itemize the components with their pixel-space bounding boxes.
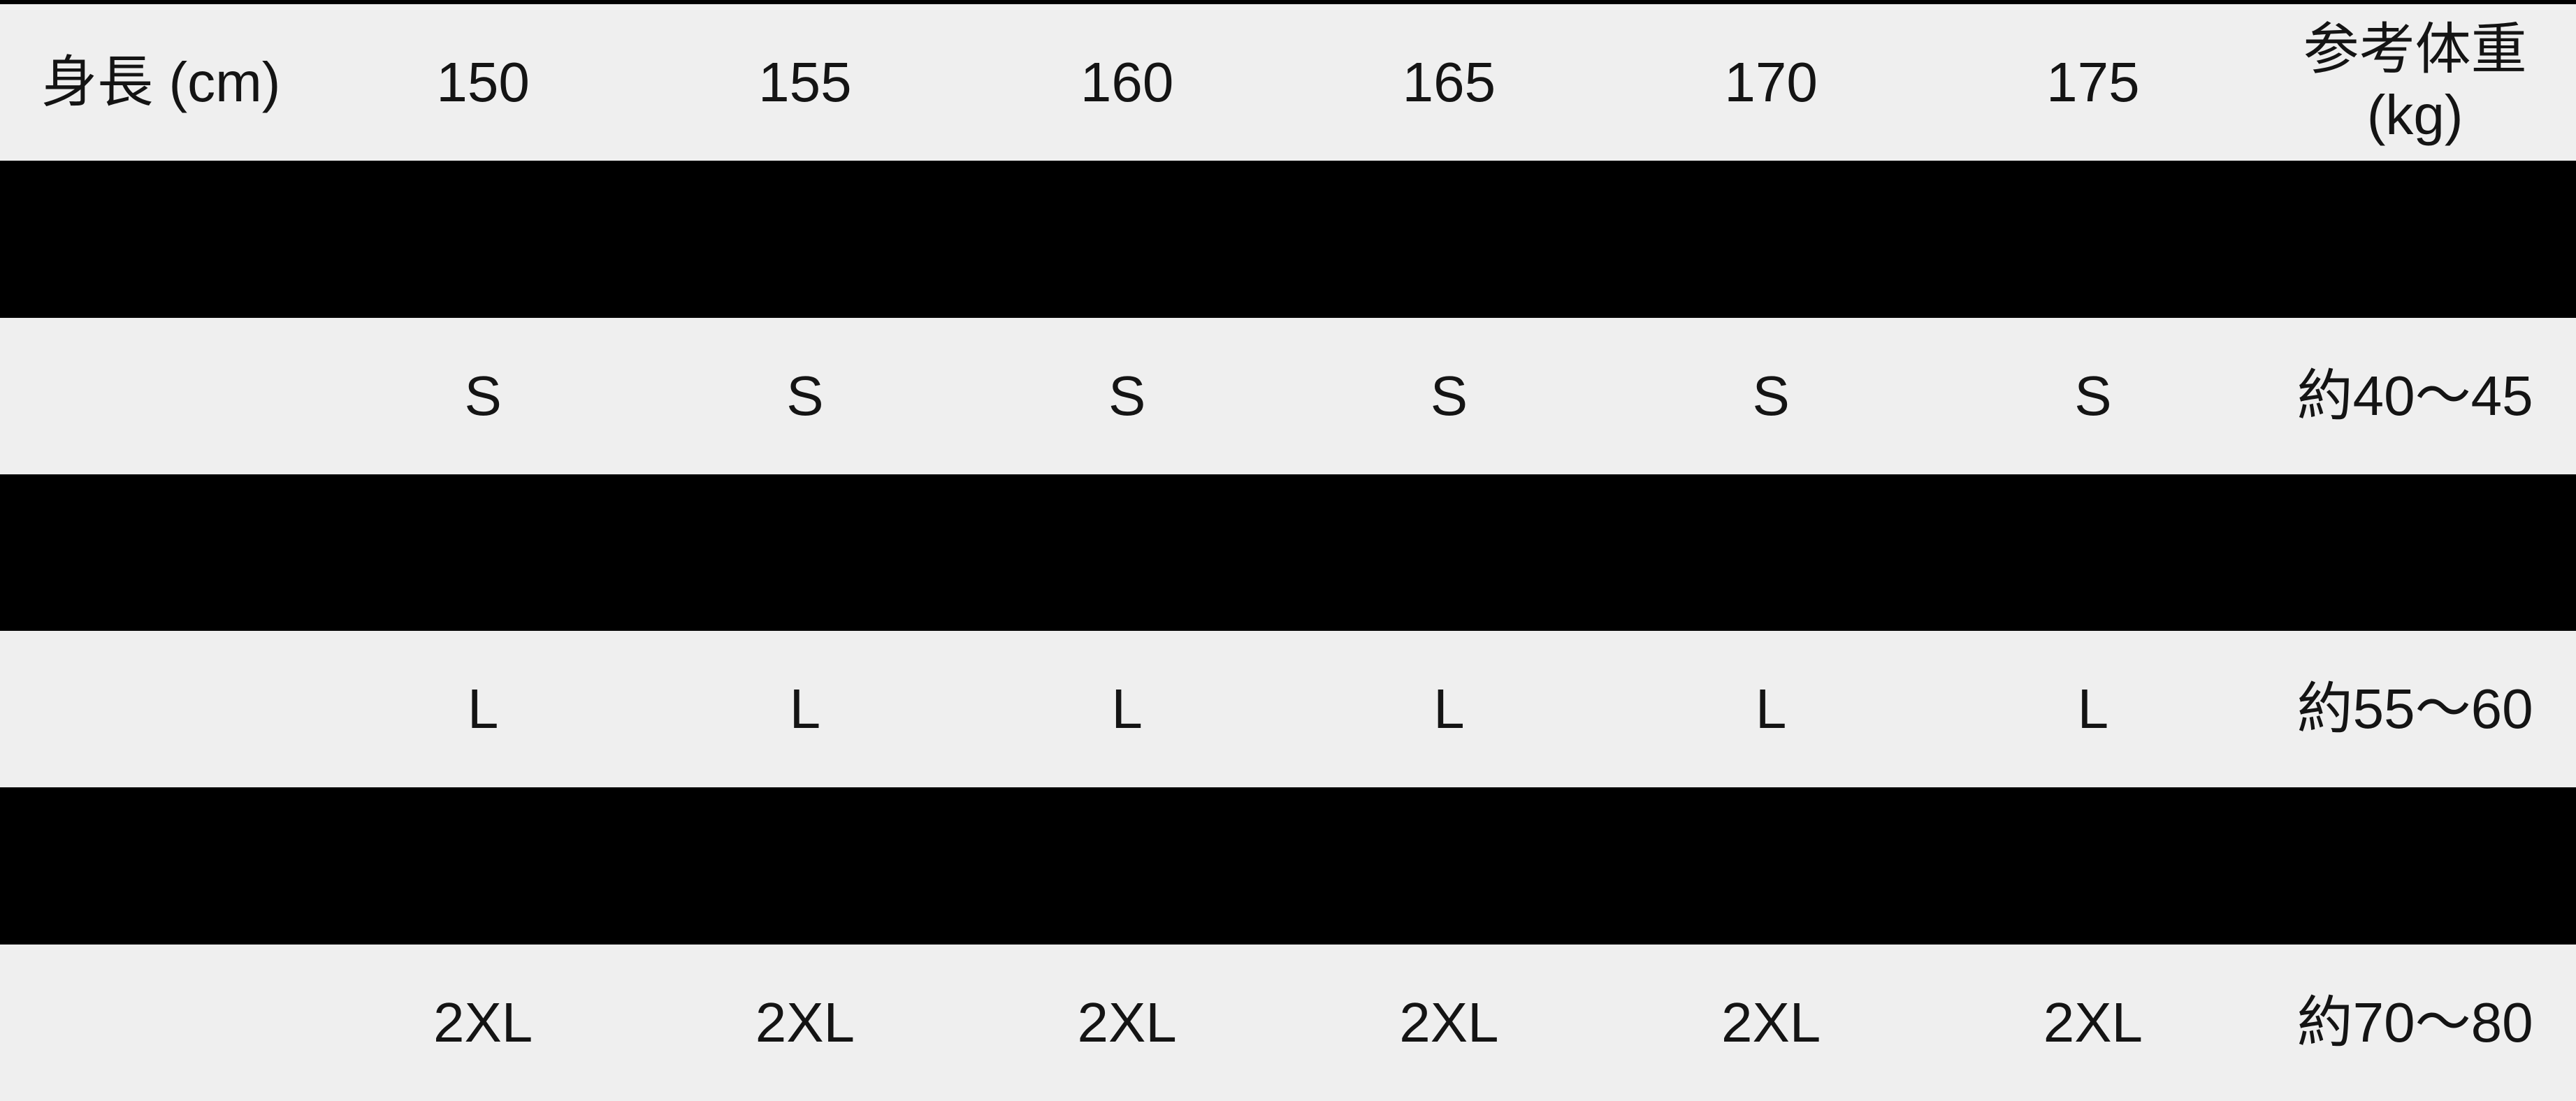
table-cell-weight: 約40〜45 [2296,364,2533,427]
redacted-row [0,787,2576,945]
table-row-size-s: S S S S S S 約40〜45 [0,317,2576,474]
table-cell: 2XL [433,991,533,1053]
table-cell: 2XL [1399,991,1499,1053]
table-cell: L [789,678,821,741]
table-cell: L [1111,678,1143,741]
table-cell: 2XL [755,991,855,1053]
header-cell-165: 165 [1402,50,1496,113]
table-cell: S [786,364,824,427]
header-cell-170: 170 [1724,50,1818,113]
table-cell: L [1755,678,1787,741]
header-cell-150: 150 [436,50,530,113]
table-cell: L [2077,678,2109,741]
redacted-row [0,161,2576,318]
table-cell: L [467,678,499,741]
table-cell: S [1108,364,1146,427]
table-cell: S [1752,364,1790,427]
table-cell-weight: 約70〜80 [2296,991,2533,1053]
table-cell: S [1430,364,1468,427]
header-cell-weight-label: 参考体重 (kg) [2303,17,2527,147]
table-header-row: 身長 (cm) 150 155 160 165 170 175 参考体重 (kg… [0,4,2576,161]
table-cell: S [464,364,502,427]
header-cell-175: 175 [2046,50,2140,113]
table-row-size-l: L L L L L L 約55〜60 [0,631,2576,788]
table-cell: 2XL [1721,991,1821,1053]
header-cell-height-label: 身長 (cm) [41,50,281,113]
table-cell: 2XL [1077,991,1177,1053]
table-cell-weight: 約55〜60 [2296,678,2533,741]
table-cell: 2XL [2043,991,2143,1053]
table-cell: S [2074,364,2112,427]
table-cell: L [1433,678,1465,741]
header-cell-155: 155 [758,50,852,113]
table-row-size-2xl: 2XL 2XL 2XL 2XL 2XL 2XL 約70〜80 [0,944,2576,1101]
header-cell-160: 160 [1080,50,1174,113]
redacted-row [0,474,2576,632]
